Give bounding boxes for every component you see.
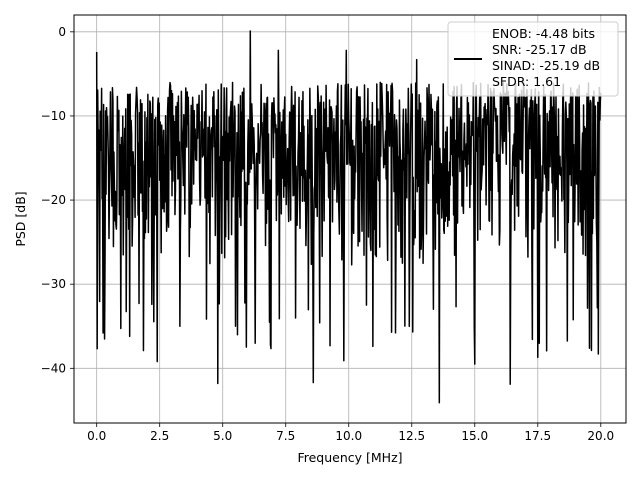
x-tick-label: 12.5 xyxy=(398,429,425,443)
x-tick-label: 0.0 xyxy=(87,429,106,443)
legend-frame xyxy=(447,21,619,97)
y-axis-label: PSD [dB] xyxy=(13,191,28,246)
x-tick-label: 5.0 xyxy=(213,429,232,443)
y-axis-ticks: 0 −10 −20 −30 −40 xyxy=(41,25,74,375)
x-tick-label: 17.5 xyxy=(524,429,551,443)
legend-text-line: ENOB: -4.48 bits xyxy=(492,26,595,41)
y-tick-label: −20 xyxy=(41,193,66,207)
x-tick-label: 15.0 xyxy=(461,429,488,443)
y-tick-label: −10 xyxy=(41,109,66,123)
x-tick-label: 2.5 xyxy=(150,429,169,443)
y-tick-label: −40 xyxy=(41,361,66,375)
legend-text-line: SNR: -25.17 dB xyxy=(492,42,587,57)
series-layer xyxy=(95,30,602,404)
y-tick-label: 0 xyxy=(58,25,66,39)
y-tick-label: −30 xyxy=(41,277,66,291)
x-tick-label: 7.5 xyxy=(276,429,295,443)
x-axis-ticks: 0.0 2.5 5.0 7.5 10.0 12.5 15.0 17.5 20.0 xyxy=(87,423,614,443)
x-axis-label: Frequency [MHz] xyxy=(297,450,402,465)
legend-text-line: SINAD: -25.19 dB xyxy=(492,58,600,73)
x-tick-label: 10.0 xyxy=(335,429,362,443)
psd-series-line xyxy=(95,30,602,404)
legend-text-line: SFDR: 1.61 xyxy=(492,74,561,89)
x-tick-label: 20.0 xyxy=(587,429,614,443)
plot-frame xyxy=(73,14,627,424)
